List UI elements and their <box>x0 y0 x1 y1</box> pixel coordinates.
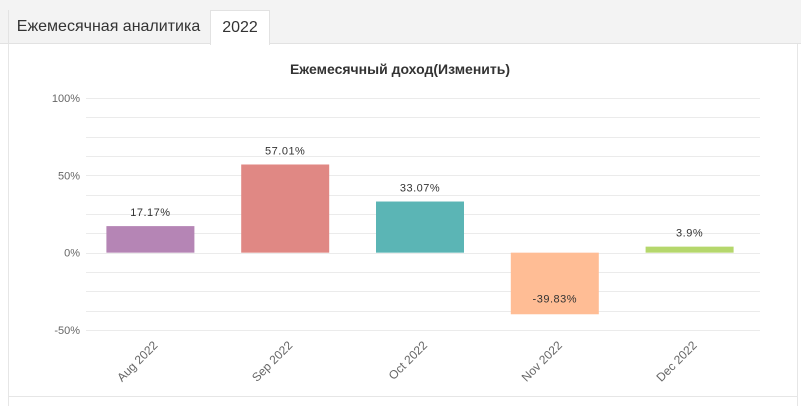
x-tick-label: Dec 2022 <box>653 338 699 384</box>
bar-dec-2022[interactable] <box>645 246 734 253</box>
tab-year-2022[interactable]: 2022 <box>210 10 270 45</box>
bar-sep-2022[interactable] <box>241 164 330 253</box>
bars <box>106 164 734 315</box>
bar-oct-2022[interactable] <box>376 201 464 253</box>
chart-panel <box>8 44 798 406</box>
bar-nov-2022[interactable] <box>510 252 599 315</box>
data-label: 57.01% <box>265 145 305 157</box>
x-tick-label: Sep 2022 <box>249 338 295 384</box>
y-axis-ticks: 100% 50% 0% -50% <box>52 93 80 337</box>
y-tick-label: -50% <box>54 325 80 337</box>
y-tick-label: 100% <box>52 93 80 105</box>
x-tick-label: Nov 2022 <box>519 338 565 384</box>
data-label: 17.17% <box>130 207 170 219</box>
data-labels: 17.17% 57.01% 33.07% -39.83% 3.9% <box>130 145 703 305</box>
chart-title: Ежемесячный доход(Изменить) <box>290 61 510 77</box>
tab-monthly-analytics[interactable]: Ежемесячная аналитика <box>8 10 208 44</box>
data-label: 3.9% <box>676 228 703 240</box>
bar-aug-2022[interactable] <box>106 226 195 253</box>
y-tick-label: 50% <box>58 170 80 182</box>
data-label: 33.07% <box>400 183 440 195</box>
panel-divider <box>8 396 798 397</box>
y-tick-label: 0% <box>64 248 80 260</box>
x-tick-label: Oct 2022 <box>386 338 431 383</box>
x-tick-label: Aug 2022 <box>114 338 160 384</box>
data-label: -39.83% <box>533 293 577 305</box>
monthly-income-chart: Ежемесячный доход(Изменить) 100% 50% 0% -50… <box>52 61 760 384</box>
x-axis-ticks: Aug 2022 Sep 2022 Oct 2022 Nov 2022 Dec 2022 <box>114 338 700 384</box>
grid-layer <box>86 98 760 331</box>
tab-bar: Ежемесячная аналитика 2022 <box>0 0 801 45</box>
